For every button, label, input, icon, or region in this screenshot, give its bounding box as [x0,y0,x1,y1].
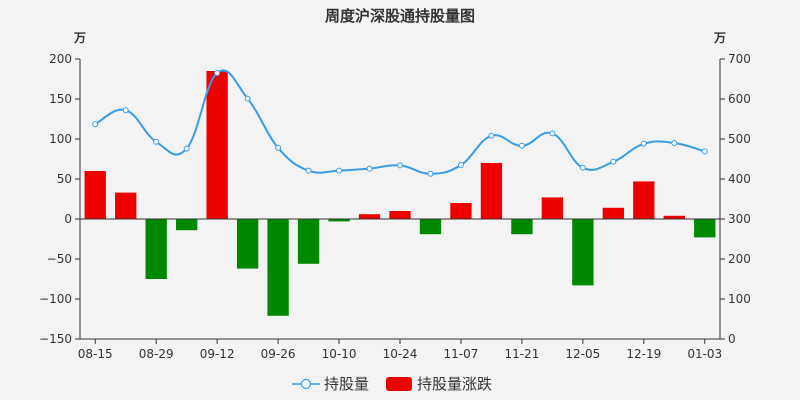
bar-holdings-change[interactable] [176,219,198,231]
holdings-point[interactable] [214,70,221,76]
bar-holdings-change[interactable] [541,197,564,219]
right-y-tick-label: 300 [728,212,751,226]
holdings-point[interactable] [275,144,282,151]
bar-holdings-change[interactable] [145,219,167,279]
bar-holdings-change[interactable] [236,219,259,269]
left-y-tick-label: 0 [64,212,72,226]
x-tick-label: 10-10 [322,347,357,361]
x-tick-label: 08-15 [78,347,113,361]
right-y-tick-label: 500 [728,132,751,146]
holdings-point[interactable] [610,158,617,165]
x-tick-label: 11-21 [504,347,539,361]
bar-holdings-change[interactable] [419,219,442,235]
left-y-tick-label: 50 [57,172,72,186]
holdings-point[interactable] [92,121,99,128]
bar-holdings-change[interactable] [694,219,716,238]
bar-holdings-change[interactable] [328,219,350,222]
left-y-tick-label: 150 [49,92,72,106]
right-y-tick-label: 100 [728,292,751,306]
left-y-tick-label: 100 [49,132,72,146]
x-tick-label: 11-07 [444,347,479,361]
right-y-tick-label: 600 [728,92,751,106]
holdings-point[interactable] [183,145,190,152]
bar-holdings-change[interactable] [633,181,655,219]
holdings-point[interactable] [336,167,343,174]
x-tick-label: 09-12 [200,347,235,361]
holdings-point[interactable] [488,132,495,139]
holdings-point[interactable] [518,142,525,149]
x-tick-label: 08-29 [139,347,174,361]
holdings-point[interactable] [579,164,586,171]
holdings-point[interactable] [244,95,251,102]
x-tick-label: 10-24 [383,347,418,361]
holdings-point[interactable] [671,140,678,146]
holdings-point[interactable] [427,170,434,177]
bar-holdings-change[interactable] [115,192,137,219]
right-y-tick-label: 700 [728,52,751,66]
bar-holdings-change[interactable] [389,211,411,219]
bar-holdings-change[interactable] [602,207,624,219]
bar-holdings-change[interactable] [480,163,503,219]
holdings-point[interactable] [366,165,373,172]
bar-holdings-change[interactable] [297,219,320,264]
left-y-tick-label: −100 [39,292,72,306]
bars-group [80,71,720,316]
holdings-point[interactable] [457,162,464,168]
bar-holdings-change[interactable] [450,203,472,219]
holdings-point[interactable] [701,148,708,155]
left-y-tick-label: 200 [49,52,72,66]
holdings-point[interactable] [305,167,312,174]
holdings-line [94,69,706,175]
bar-holdings-change[interactable] [84,171,106,219]
right-y-tick-label: 400 [728,172,751,186]
legend-label-holdings-change[interactable]: 持股量涨跌 [417,375,492,393]
holdings-point[interactable] [640,140,647,147]
bar-holdings-change[interactable] [267,219,289,316]
x-tick-label: 09-26 [261,347,296,361]
right-unit-label: 万 [713,31,726,45]
axes-group: 200150100500−50−100−15070060050040030020… [39,52,751,361]
left-y-tick-label: −50 [47,252,72,266]
bar-holdings-change[interactable] [572,219,594,286]
legend-bar-icon [386,377,412,391]
x-tick-label: 12-05 [565,347,600,361]
bar-holdings-change[interactable] [511,219,533,235]
holdings-point[interactable] [122,107,129,114]
right-y-tick-label: 200 [728,252,751,266]
right-y-tick-label: 0 [728,332,736,346]
holdings-point[interactable] [549,130,556,137]
bar-holdings-change[interactable] [358,214,381,219]
legend-label-holdings[interactable]: 持股量 [324,375,369,393]
chart-title: 周度沪深股通持股量图 [325,7,475,25]
x-tick-label: 01-03 [687,347,722,361]
legend[interactable]: 持股量 持股量涨跌 [292,375,492,393]
bar-holdings-change[interactable] [206,71,228,219]
line-group [92,69,708,177]
holdings-point[interactable] [153,138,160,145]
left-unit-label: 万 [73,31,86,45]
legend-line-marker-icon [300,378,312,390]
bar-holdings-change[interactable] [663,215,685,219]
holdings-point[interactable] [397,162,403,169]
left-y-tick-label: −150 [39,332,72,346]
x-tick-label: 12-19 [626,347,661,361]
